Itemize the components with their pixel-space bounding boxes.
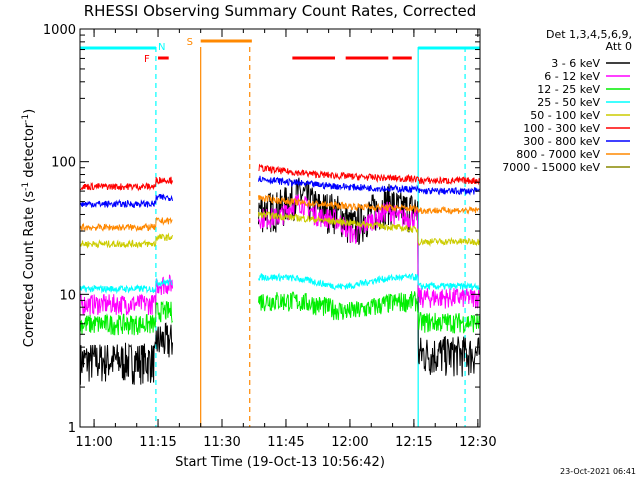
series-line-7 bbox=[79, 194, 480, 232]
axis-ticks: 11:00 11:15 11:30 11:45 12:00 12:15 12:30 1 10 10… bbox=[43, 23, 497, 450]
x-tick-label-5: 12:15 bbox=[395, 435, 432, 450]
x-tick-label-6: 12:30 bbox=[459, 435, 496, 450]
legend-label-8: 7000 - 15000 keV bbox=[502, 161, 600, 174]
chart-title: RHESSI Observing Summary Count Rates, Co… bbox=[84, 2, 477, 20]
saa-bar-label-0: S bbox=[187, 37, 193, 48]
flare-bar-label-0: F bbox=[144, 54, 150, 65]
series-line-2 bbox=[79, 291, 480, 336]
legend-label-3: 25 - 50 keV bbox=[537, 96, 600, 109]
x-tick-label-2: 11:30 bbox=[203, 435, 240, 450]
y-axis-label-suffix: ) bbox=[22, 109, 37, 114]
series-line-0 bbox=[79, 177, 480, 385]
legend-label-5: 100 - 300 keV bbox=[523, 122, 600, 135]
legend-label-0: 3 - 6 keV bbox=[551, 57, 600, 70]
y-tick-label-0: 1 bbox=[68, 421, 76, 436]
series-line-1 bbox=[79, 194, 480, 316]
y-tick-label-2: 100 bbox=[51, 156, 76, 171]
x-tick-label-4: 12:00 bbox=[331, 435, 368, 450]
footer-date: 23-Oct-2021 06:41 bbox=[560, 467, 636, 476]
night-bar-label-0: N bbox=[158, 42, 165, 53]
y-axis-label-sup1: -1 bbox=[21, 182, 31, 191]
legend-label-2: 12 - 25 keV bbox=[537, 83, 600, 96]
series-line-6 bbox=[79, 175, 480, 209]
legend-label-6: 300 - 800 keV bbox=[523, 135, 600, 148]
series-line-4 bbox=[79, 210, 480, 249]
y-axis-label-prefix: Corrected Count Rate (s bbox=[22, 191, 37, 348]
y-axis-label-mid: detector bbox=[22, 122, 37, 182]
plot-area: N S F bbox=[79, 37, 480, 427]
y-tick-label-3: 1000 bbox=[43, 23, 76, 38]
y-axis-label: Corrected Count Rate (s-1 detector-1) bbox=[21, 109, 37, 347]
y-axis-label-sup2: -1 bbox=[21, 114, 31, 123]
series-line-3 bbox=[79, 272, 480, 295]
x-axis-label: Start Time (19-Oct-13 10:56:42) bbox=[175, 455, 385, 470]
x-tick-label-0: 11:00 bbox=[75, 435, 112, 450]
legend-label-7: 800 - 7000 keV bbox=[516, 148, 600, 161]
x-tick-label-3: 11:45 bbox=[267, 435, 304, 450]
x-tick-label-1: 11:15 bbox=[139, 435, 176, 450]
series-line-5 bbox=[80, 163, 480, 192]
legend-header-line1: Det 1,3,4,5,6,9, bbox=[546, 28, 632, 41]
legend-label-4: 50 - 100 keV bbox=[530, 109, 600, 122]
legend-header-line2: Att 0 bbox=[606, 40, 632, 53]
plot-frame bbox=[79, 28, 481, 428]
y-tick-label-1: 10 bbox=[59, 288, 76, 303]
legend-label-1: 6 - 12 keV bbox=[544, 70, 600, 83]
